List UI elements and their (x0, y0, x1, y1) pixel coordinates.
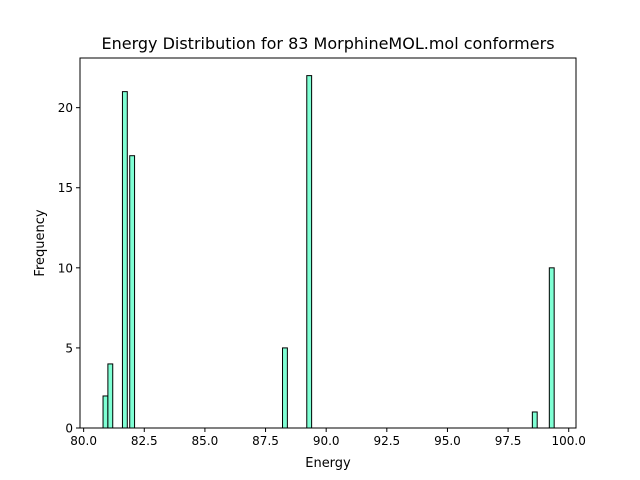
histogram-bar-0 (102, 395, 109, 429)
y-tick-label: 5 (65, 341, 73, 355)
chart-title: Energy Distribution for 83 MorphineMOL.m… (101, 34, 554, 53)
x-tick-label: 100.0 (552, 434, 586, 448)
x-tick-label: 80.0 (70, 434, 97, 448)
y-tick-label: 20 (58, 101, 73, 115)
histogram-bar-7 (548, 267, 555, 429)
histogram-bar-4 (282, 347, 288, 429)
x-axis-label: Energy (305, 456, 351, 471)
x-tick-label: 95.0 (434, 434, 461, 448)
histogram-bar-6 (531, 411, 538, 429)
histogram-bar-5 (306, 75, 313, 429)
x-tick-label: 97.5 (495, 434, 522, 448)
histogram-bar-3 (129, 155, 136, 429)
plot-frame (79, 57, 577, 429)
x-tick-label: 90.0 (313, 434, 340, 448)
x-axis-ticks: 80.0 82.5 85.0 87.5 90.0 92.5 95.0 97.5 100.0 (70, 428, 586, 448)
y-tick-label: 0 (65, 422, 73, 436)
y-tick-label: 10 (58, 261, 73, 275)
bars-group (102, 75, 555, 429)
y-axis-ticks: 0 5 10 15 20 (58, 101, 80, 436)
x-tick-label: 92.5 (373, 434, 400, 448)
y-tick-label: 15 (58, 181, 73, 195)
histogram-bar-1 (107, 363, 114, 429)
histogram-bar-2 (121, 91, 128, 429)
x-tick-label: 87.5 (252, 434, 279, 448)
y-axis-label: Frequency (33, 209, 48, 276)
x-tick-label: 82.5 (131, 434, 158, 448)
x-tick-label: 85.0 (192, 434, 219, 448)
